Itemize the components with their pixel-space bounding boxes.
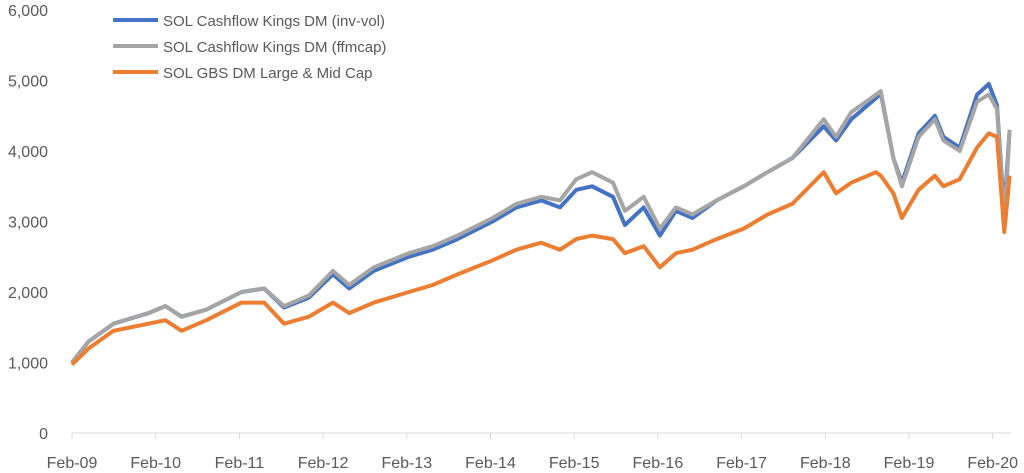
x-tick-label: Feb-11 [215, 455, 265, 472]
y-tick-label: 1,000 [8, 356, 48, 373]
x-tick-label: Feb-15 [549, 455, 600, 472]
series-line-2 [70, 131, 1012, 367]
x-tick-label: Feb-13 [381, 455, 432, 472]
x-tick-label: Feb-12 [298, 455, 349, 472]
y-tick-label: 6,000 [8, 3, 48, 20]
legend-label: SOL Cashflow Kings DM (inv-vol) [163, 13, 385, 30]
legend-label: SOL Cashflow Kings DM (ffmcap) [163, 39, 386, 56]
legend-label: SOL GBS DM Large & Mid Cap [163, 65, 373, 82]
series-line-0 [70, 82, 1012, 364]
x-tick-label: Feb-14 [465, 455, 516, 472]
y-tick-label: 5,000 [8, 74, 48, 91]
y-axis-ticks: 0 1,000 2,000 3,000 4,000 5,000 6,000 [8, 3, 48, 443]
y-tick-label: 0 [39, 426, 48, 443]
series-line-1 [70, 89, 1012, 364]
series-lines [70, 82, 1012, 367]
legend: SOL Cashflow Kings DM (inv-vol) SOL Cashf… [113, 13, 386, 82]
x-tick-label: Feb-10 [130, 455, 181, 472]
x-tick-label: Feb-17 [716, 455, 767, 472]
y-tick-label: 2,000 [8, 285, 48, 302]
x-tick-label: Feb-16 [633, 455, 684, 472]
x-tick-label: Feb-20 [967, 455, 1018, 472]
x-tick-label: Feb-09 [47, 455, 98, 472]
y-tick-label: 4,000 [8, 144, 48, 161]
y-tick-label: 3,000 [8, 215, 48, 232]
x-tick-label: Feb-18 [800, 455, 851, 472]
x-tick-label: Feb-19 [884, 455, 935, 472]
x-axis: Feb-09 Feb-10 Feb-11 Feb-12 Feb-13 Feb-14 Feb-… [47, 432, 1018, 472]
